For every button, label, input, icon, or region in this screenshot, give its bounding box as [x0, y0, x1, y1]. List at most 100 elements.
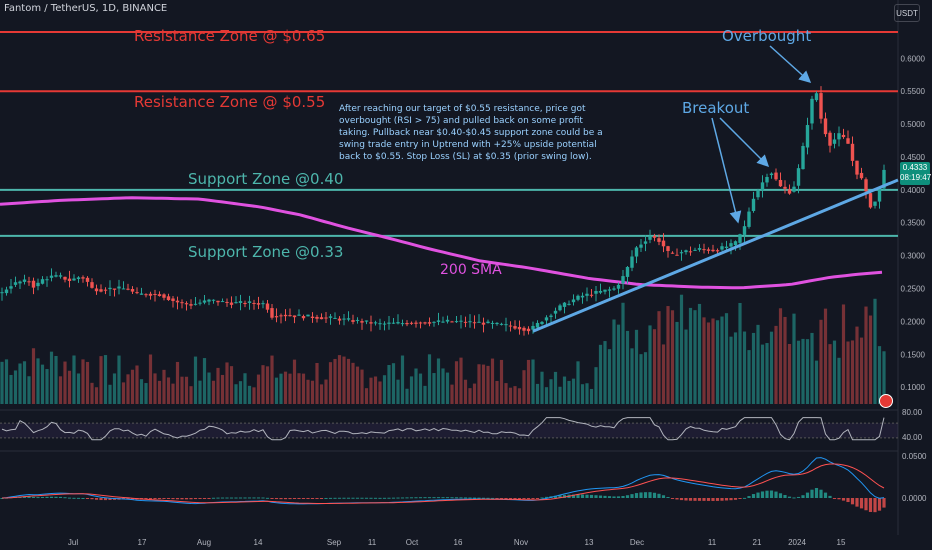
volume-bar [481, 364, 486, 404]
volume-bar [58, 376, 63, 404]
flag-icon[interactable] [879, 394, 893, 408]
volume-bar [166, 377, 171, 404]
candle-body [319, 317, 324, 320]
macd-histogram-bar [432, 497, 436, 499]
volume-bar [540, 371, 544, 404]
candle-body [247, 301, 252, 303]
macd-histogram-bar [54, 496, 58, 498]
volume-bar [157, 380, 162, 404]
macd-histogram-bar [328, 497, 333, 499]
volume-bar [688, 307, 693, 404]
macd-histogram-bar [319, 498, 324, 499]
time-tick-label: Dec [630, 538, 644, 547]
macd-histogram-bar [441, 497, 445, 499]
volume-bar [598, 344, 603, 404]
macd-histogram-bar [846, 498, 850, 503]
macd-histogram-bar [486, 497, 490, 499]
price-tick-label: 0.6000 [901, 54, 926, 63]
candle-body [13, 282, 18, 285]
volume-bar [855, 326, 859, 404]
volume-bar [148, 354, 153, 404]
candle-body [364, 320, 369, 322]
candle-body [526, 328, 531, 332]
candle-body [544, 317, 549, 321]
macd-histogram-bar [607, 496, 612, 498]
candle-body [184, 303, 189, 305]
candle-body [139, 293, 144, 295]
candle-body [828, 132, 832, 146]
candle-body [202, 300, 207, 303]
volume-bar [517, 388, 522, 404]
breakout-label: Breakout [682, 99, 750, 117]
volume-bar [612, 319, 616, 404]
volume-bar [225, 362, 229, 404]
candle-body [153, 293, 157, 295]
candle-body [72, 278, 76, 281]
currency-button[interactable]: USDT [894, 4, 920, 22]
candle-body [423, 322, 427, 324]
candle-body [463, 321, 468, 323]
volume-bar [693, 310, 697, 404]
macd-histogram-bar [270, 498, 274, 499]
volume-bar [585, 383, 589, 404]
candle-body [157, 294, 162, 297]
candle-body [634, 247, 639, 257]
macd-histogram-bar [427, 497, 432, 499]
macd-histogram-bar [445, 497, 450, 499]
volume-bar [378, 381, 382, 404]
candle-body [481, 322, 486, 325]
candle-body [225, 301, 229, 303]
volume-bar [333, 358, 337, 404]
volume-bar [418, 373, 423, 404]
price-tick-label: 0.3500 [901, 219, 926, 228]
candle-body [67, 278, 72, 282]
volume-bar [4, 359, 9, 404]
macd-histogram-bar [202, 498, 207, 499]
volume-bar [319, 384, 324, 404]
volume-bar [697, 303, 702, 404]
candle-body [297, 314, 301, 316]
candle-body [702, 249, 706, 251]
macd-histogram-bar [436, 497, 441, 499]
macd-histogram-bar [49, 496, 54, 498]
macd-histogram-bar [490, 497, 495, 499]
volume-bar [162, 369, 166, 404]
volume-bar [31, 348, 36, 404]
macd-histogram-bar [468, 497, 472, 499]
support-040-label: Support Zone @0.40 [188, 170, 344, 188]
candle-body [436, 320, 441, 322]
candle-body [864, 179, 868, 192]
macd-histogram-bar [189, 498, 193, 500]
candle-body [729, 243, 733, 247]
volume-bar [553, 371, 558, 404]
macd-histogram-bar [589, 494, 594, 498]
macd-histogram-bar [526, 498, 531, 499]
volume-bar [211, 380, 216, 404]
candle-body [126, 288, 130, 290]
macd-histogram-bar [450, 497, 454, 499]
candle-body [612, 288, 616, 290]
volume-bar [720, 316, 724, 404]
macd-histogram-bar [796, 496, 801, 498]
macd-histogram-bar [72, 497, 76, 499]
candle-body [585, 293, 589, 296]
candle-body [625, 267, 630, 277]
candle-body [441, 321, 445, 323]
volume-bar [364, 388, 369, 404]
macd-histogram-bar [477, 497, 481, 499]
macd-histogram-bar [814, 487, 819, 498]
candle-body [301, 316, 306, 319]
volume-bar [306, 379, 310, 404]
candle-body [801, 146, 805, 170]
macd-histogram-bar [513, 498, 517, 499]
macd-histogram-bar [252, 497, 256, 499]
candle-body [882, 169, 886, 189]
macd-histogram-bar [283, 498, 288, 500]
candle-body [562, 302, 567, 307]
candle-body [306, 314, 310, 317]
candle-body [580, 295, 585, 298]
macd-histogram-bar [373, 497, 378, 499]
candle-body [832, 139, 837, 144]
volume-bar [207, 372, 211, 404]
